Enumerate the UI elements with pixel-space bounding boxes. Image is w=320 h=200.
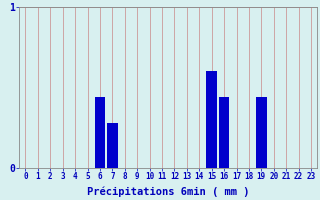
X-axis label: Précipitations 6min ( mm ): Précipitations 6min ( mm ): [87, 187, 250, 197]
Bar: [256, 97, 267, 168]
Bar: [107, 123, 118, 168]
Bar: [95, 97, 105, 168]
Bar: [219, 97, 229, 168]
Bar: [206, 71, 217, 168]
